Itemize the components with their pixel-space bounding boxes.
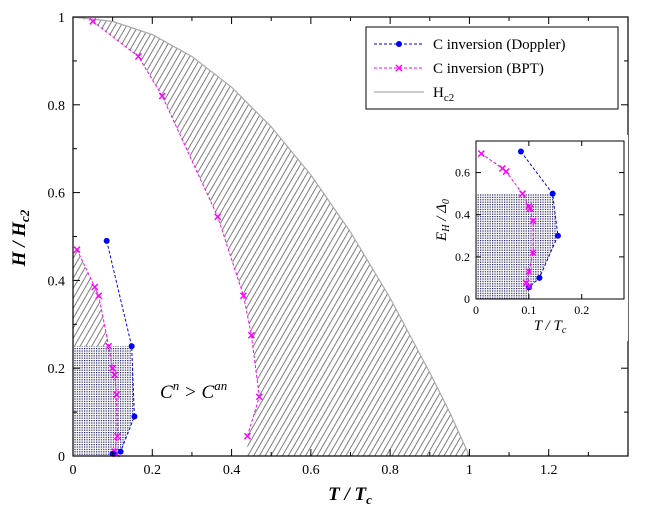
doppler-point-0-3 — [117, 448, 124, 455]
inset-y-tick-label-0: 0 — [464, 292, 470, 306]
inset-data-series — [477, 148, 561, 291]
inset-point-1-3 — [518, 190, 527, 198]
y-axis-label: H / Hc2 — [9, 209, 32, 267]
x-tick-label-4: 0.8 — [381, 463, 399, 478]
inset-point-0-0 — [517, 148, 524, 155]
inset-point-1-8 — [525, 268, 533, 276]
x-tick-label-1: 0.2 — [144, 463, 162, 478]
inset-chart: 0 0.1 0.2 0 0.2 0.4 0.6 T / Tc EH / Δ0 — [426, 135, 628, 341]
inset-point-1-2 — [502, 168, 510, 176]
inset-point-1-10 — [525, 282, 533, 290]
inset-x-tick-label-0: 0 — [473, 303, 479, 317]
inset-x-tick-label-2: 0.2 — [574, 303, 589, 317]
inset-point-0-2 — [554, 232, 561, 239]
legend-hc2-label: Hc2 — [433, 85, 454, 104]
inset-y-axis-label: EH / Δ0 — [434, 199, 452, 242]
bpt-line-0 — [92, 21, 260, 437]
legend-bpt-marker — [395, 64, 403, 72]
inset-point-0-3 — [536, 274, 543, 281]
main-axis-ticks: 0 0.2 0.4 0.6 0.8 1 1.2 0 0.2 0.4 0.6 0.8 1 — [48, 11, 628, 478]
inset-x-tick-label-1: 0.1 — [521, 303, 536, 317]
bpt-point-0-0 — [89, 17, 97, 25]
inset-plot-frame — [475, 140, 625, 300]
y-tick-label-4: 0.8 — [48, 99, 66, 114]
bpt-point-0-4 — [239, 292, 247, 300]
region-annotation: Cn > Can — [160, 378, 227, 403]
bpt-point-0-5 — [247, 331, 255, 339]
x-tick-label-0: 0 — [70, 463, 77, 478]
inset-point-1-0 — [477, 150, 485, 158]
doppler-point-0-1 — [128, 343, 135, 350]
shaded-regions — [73, 17, 470, 456]
inset-point-1-6 — [529, 217, 537, 225]
inset-y-tick-label-1: 0.2 — [455, 250, 470, 264]
y-tick-label-3: 0.6 — [48, 187, 66, 202]
bpt-point-1-0 — [73, 246, 81, 254]
hatched-region-small — [73, 249, 109, 347]
legend-box — [365, 26, 619, 110]
inset-axis-ticks: 0 0.1 0.2 0 0.2 0.4 0.6 — [455, 141, 624, 317]
bpt-point-0-6 — [255, 393, 263, 401]
inset-point-0-1 — [549, 190, 556, 197]
bpt-point-0-1 — [134, 52, 142, 61]
legend-doppler-label: C inversion (Doppler) — [433, 37, 565, 53]
y-tick-label-5: 1 — [58, 11, 65, 26]
bpt-point-0-3 — [214, 213, 222, 221]
bpt-point-1-7 — [113, 432, 121, 440]
doppler-point-0-0 — [103, 237, 110, 244]
main-data-series — [72, 16, 470, 458]
inset-shaded-region — [476, 193, 558, 299]
inset-point-1-5 — [526, 204, 534, 212]
bpt-point-1-2 — [95, 292, 103, 300]
y-tick-label-2: 0.4 — [48, 274, 66, 289]
inset-y-tick-label-3: 0.6 — [455, 166, 470, 180]
bpt-point-1-5 — [111, 371, 119, 379]
doppler-line-0 — [106, 240, 135, 455]
bpt-point-1-1 — [91, 283, 99, 291]
bpt-point-1-6 — [113, 391, 121, 399]
y-tick-label-1: 0.2 — [48, 362, 66, 377]
legend: C inversion (Doppler) C inversion (BPT) … — [365, 26, 619, 110]
x-tick-label-2: 0.4 — [223, 463, 241, 478]
x-tick-label-5: 1 — [466, 463, 473, 478]
legend-doppler-marker — [396, 41, 402, 47]
x-tick-label-6: 1.2 — [540, 463, 558, 478]
doppler-point-0-2 — [131, 413, 138, 420]
bpt-point-0-7 — [243, 432, 251, 440]
bpt-point-1-3 — [105, 342, 113, 350]
inset-point-1-7 — [529, 249, 537, 257]
bpt-point-1-4 — [109, 364, 117, 372]
legend-bpt-label: C inversion (BPT) — [433, 61, 544, 77]
dotted-region-main — [73, 346, 135, 456]
hatched-region-main — [73, 17, 470, 456]
inset-x-axis-label: T / Tc — [534, 318, 567, 336]
x-tick-label-3: 0.6 — [302, 463, 320, 478]
bpt-point-0-2 — [158, 92, 166, 100]
bpt-line-1 — [76, 249, 118, 455]
y-tick-label-0: 0 — [58, 450, 65, 465]
inset-line-1 — [481, 153, 534, 287]
inset-y-tick-label-2: 0.4 — [455, 208, 470, 222]
x-axis-label: T / Tc — [328, 484, 372, 507]
hc2-curve — [72, 16, 470, 457]
dotted-region-inset — [476, 193, 558, 299]
